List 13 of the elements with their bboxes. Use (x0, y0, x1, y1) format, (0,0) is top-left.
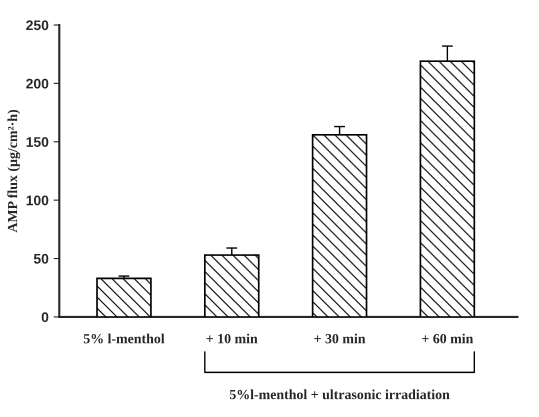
y-tick-label: 250 (26, 20, 48, 30)
text: 5%l-menthol + ultrasonic irradiation (230, 389, 450, 400)
y-tick-label: 100 (26, 195, 48, 206)
y-tick-label: 200 (26, 78, 48, 89)
y-tick-label: 50 (34, 254, 48, 264)
y-tick-label: 150 (26, 137, 48, 147)
y-axis-title: AMP flux (µg/cm²·h) (7, 110, 20, 232)
x-tick-label: + 30 min (314, 334, 366, 344)
x-tick-label: + 60 min (422, 334, 474, 344)
y-tick-label: 0 (42, 312, 48, 322)
x-tick-label: + 10 min (206, 334, 258, 344)
x-tick-label: 5% l-menthol (84, 334, 164, 344)
bar (96, 278, 152, 317)
